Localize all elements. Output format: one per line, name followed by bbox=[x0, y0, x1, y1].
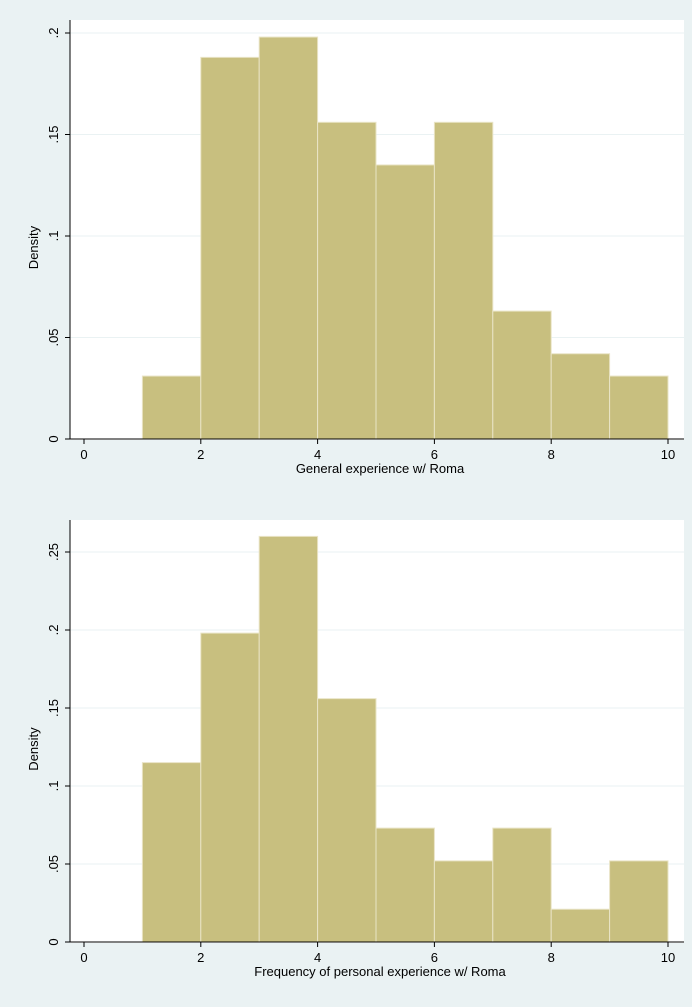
x-tick-label: 2 bbox=[197, 950, 204, 965]
y-axis-title: Density bbox=[26, 225, 41, 269]
y-tick-label: .05 bbox=[46, 328, 61, 346]
histogram-general-experience: 0 .05 .1 .15 .2 0 2 4 6 8 10 General experience w/ … bbox=[0, 0, 692, 500]
histogram-personal-experience-frequency: 0 .05 .1 .15 .2 .25 0 2 4 6 8 10 Frequency of person… bbox=[0, 500, 692, 1007]
x-axis-title: Frequency of personal experience w/ Roma bbox=[254, 964, 506, 979]
histogram-bar bbox=[200, 632, 260, 943]
x-axis-title: General experience w/ Roma bbox=[296, 461, 465, 476]
y-axis-title: Density bbox=[26, 727, 41, 771]
x-tick-label: 8 bbox=[548, 950, 555, 965]
x-tick-label: 10 bbox=[661, 950, 675, 965]
bars bbox=[141, 535, 669, 943]
x-tick-label: 0 bbox=[80, 447, 87, 462]
histogram-bar bbox=[609, 860, 669, 943]
histogram-bar bbox=[550, 353, 611, 440]
histogram-bar bbox=[492, 310, 552, 440]
x-tick-label: 0 bbox=[80, 950, 87, 965]
x-tick-label: 10 bbox=[661, 447, 675, 462]
histogram-bar bbox=[492, 827, 552, 943]
y-tick-label: .05 bbox=[46, 855, 61, 873]
x-tick-label: 2 bbox=[197, 447, 204, 462]
histogram-bar bbox=[200, 56, 260, 440]
histogram-bar bbox=[375, 164, 435, 440]
bars bbox=[141, 36, 669, 440]
x-tick-label: 4 bbox=[314, 447, 321, 462]
y-tick-label: .15 bbox=[46, 699, 61, 717]
y-tick-label: 0 bbox=[46, 938, 61, 945]
histogram-bar bbox=[141, 762, 202, 943]
histogram-bar bbox=[317, 698, 377, 943]
histogram-bar bbox=[141, 375, 202, 440]
histogram-bar bbox=[433, 121, 494, 440]
y-tick-label: .2 bbox=[46, 28, 61, 39]
y-tick-label: .25 bbox=[46, 543, 61, 561]
chart-svg: 0 .05 .1 .15 .2 .25 0 2 4 6 8 10 Frequency of person… bbox=[26, 520, 684, 979]
histogram-bar bbox=[317, 121, 377, 440]
y-tick-label: .15 bbox=[46, 125, 61, 143]
x-tick-label: 6 bbox=[431, 447, 438, 462]
x-tick-label: 4 bbox=[314, 950, 321, 965]
x-tick-label: 6 bbox=[431, 950, 438, 965]
histogram-bar bbox=[609, 375, 669, 440]
x-tick-label: 8 bbox=[548, 447, 555, 462]
y-tick-label: .1 bbox=[46, 781, 61, 792]
histogram-bar bbox=[258, 36, 319, 440]
y-tick-label: .2 bbox=[46, 625, 61, 636]
chart-svg: 0 .05 .1 .15 .2 0 2 4 6 8 10 General experience w/ … bbox=[26, 20, 684, 476]
histogram-bar bbox=[258, 535, 319, 943]
histogram-bar bbox=[550, 908, 611, 943]
y-tick-label: .1 bbox=[46, 231, 61, 242]
histogram-bar bbox=[375, 827, 435, 943]
y-tick-label: 0 bbox=[46, 435, 61, 442]
histogram-bar bbox=[433, 860, 494, 943]
